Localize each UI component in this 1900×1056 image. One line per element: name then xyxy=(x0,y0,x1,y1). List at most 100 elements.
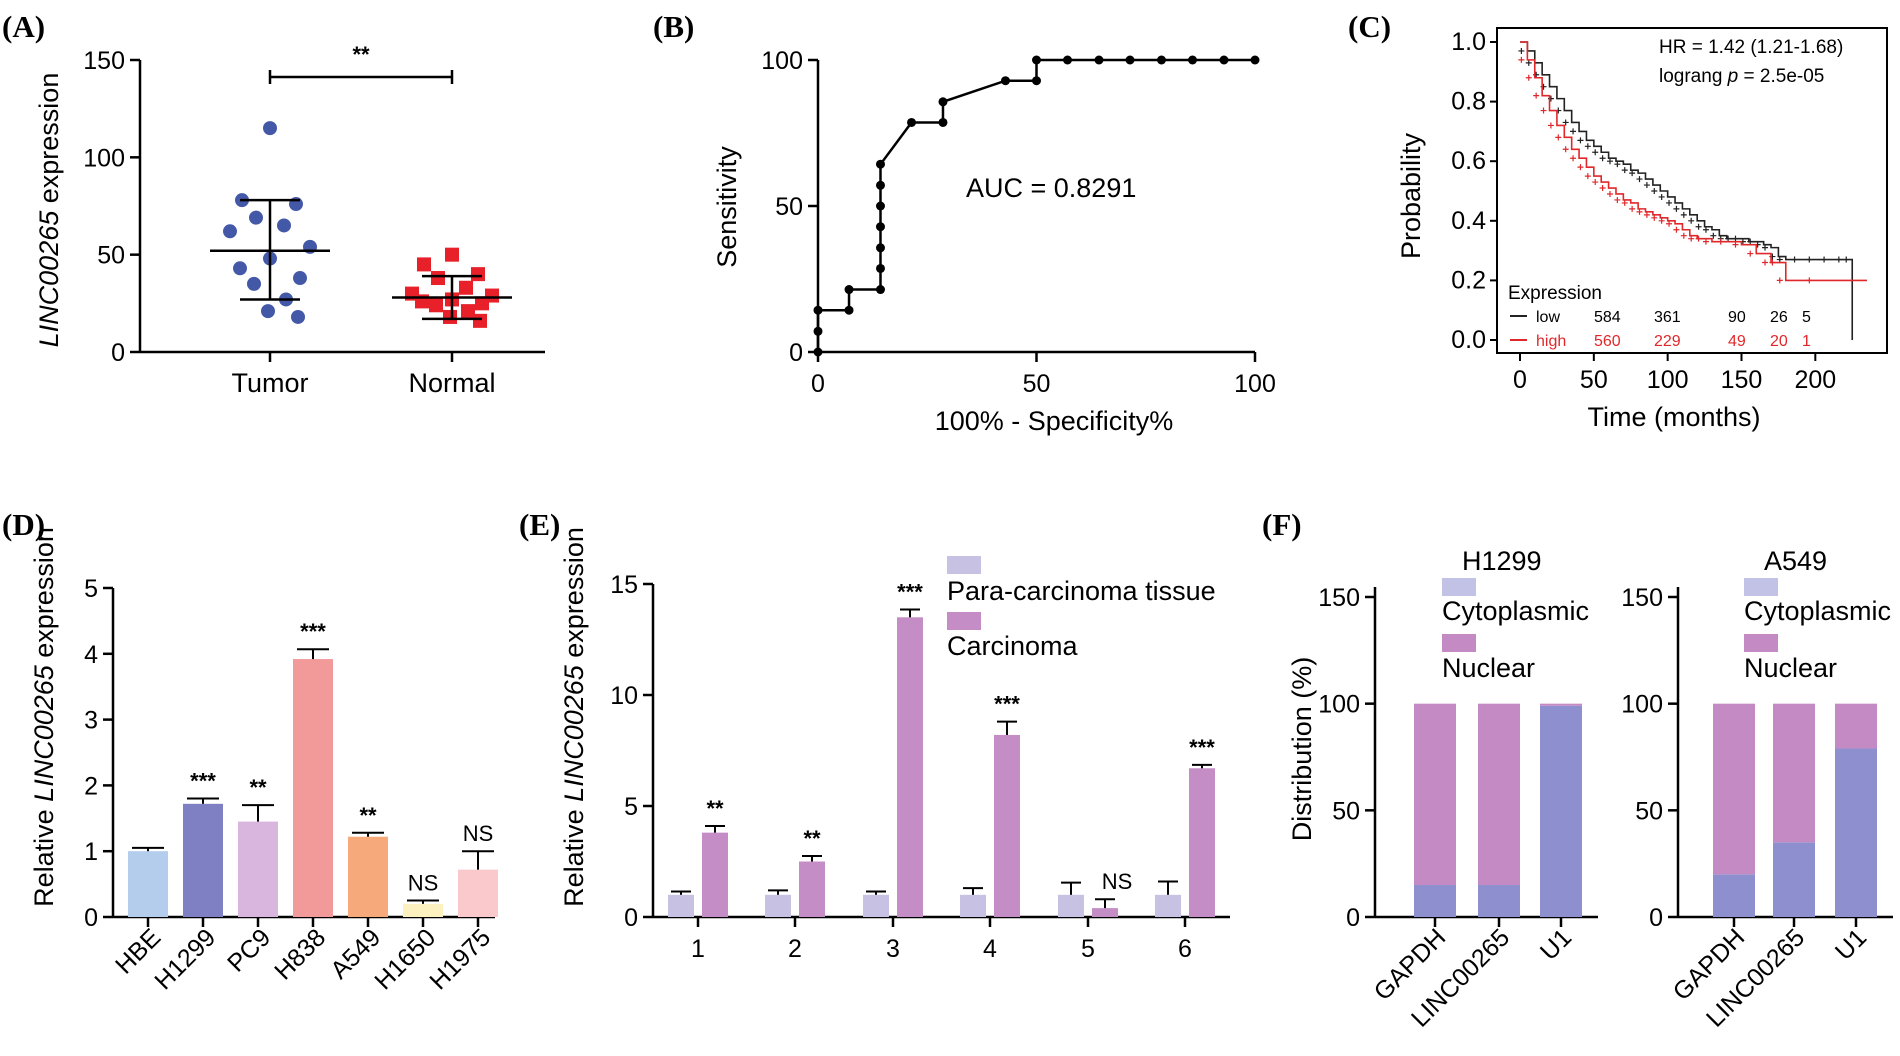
c-ytick-label: 0.8 xyxy=(1451,88,1486,116)
e-sig-label: *** xyxy=(994,692,1020,717)
b-xlabel: 100% - Specificity% xyxy=(935,406,1174,436)
c-censor-mark xyxy=(1636,176,1643,183)
c-censor-mark xyxy=(1747,238,1754,245)
c-xtick-label: 100 xyxy=(1647,366,1689,394)
d-bar xyxy=(293,659,333,917)
d-ytick-label: 2 xyxy=(84,772,98,800)
c-censor-mark xyxy=(1666,199,1673,206)
c-at-risk-high: 49 xyxy=(1728,333,1746,350)
c-ylabel: Probability xyxy=(1396,132,1426,259)
c-xlabel: Time (months) xyxy=(1587,402,1760,432)
a-xtick-label: Tumor xyxy=(231,368,308,398)
panel-f: Distribution (%) 0 50 100 150 H1299 Cytoplasm… xyxy=(1287,546,1893,1033)
f-subplot-a549: 050100150A549CytoplasmicNuclearGAPDHLINC… xyxy=(1621,546,1893,1033)
e-sig-label: *** xyxy=(897,580,923,605)
c-censor-mark xyxy=(1747,250,1754,257)
c-censor-mark xyxy=(1776,256,1783,263)
c-censor-mark xyxy=(1680,211,1687,218)
a-ylabel: LINC00265 expression xyxy=(34,73,64,348)
d-xtick-label: H1650 xyxy=(369,923,441,995)
c-censor-mark xyxy=(1577,164,1584,171)
e-bar-para xyxy=(1155,894,1181,917)
f-bar-cytoplasmic xyxy=(1414,885,1456,917)
c-censor-mark xyxy=(1695,223,1702,230)
f-legend-nuclear-swatch xyxy=(1442,634,1476,652)
c-censor-mark xyxy=(1599,185,1606,192)
a-point-normal xyxy=(461,304,475,319)
b-roc-point xyxy=(875,222,885,232)
a-point-tumor xyxy=(291,309,305,324)
e-bar-para xyxy=(668,894,694,917)
c-hr-text: HR = 1.42 (1.21-1.68) xyxy=(1659,37,1843,58)
c-censor-mark xyxy=(1606,190,1613,197)
c-censor-mark xyxy=(1643,211,1650,218)
d-bar xyxy=(458,869,498,917)
f-bar-nuclear xyxy=(1414,703,1456,885)
b-ytick-label: 100 xyxy=(761,47,803,75)
b-roc-point xyxy=(875,180,885,190)
a-point-normal xyxy=(429,298,443,313)
a-point-tumor xyxy=(223,224,237,239)
panel-label-c: (C) xyxy=(1348,9,1391,44)
b-roc-point xyxy=(938,97,948,107)
c-km-curve-low xyxy=(1520,41,1854,340)
e-sig-label: ** xyxy=(706,796,724,821)
f-bar-nuclear xyxy=(1835,703,1877,749)
e-xtick-label: 4 xyxy=(983,935,997,963)
c-censor-mark xyxy=(1658,193,1665,200)
c-censor-mark xyxy=(1533,92,1540,99)
a-point-normal xyxy=(417,257,431,272)
c-at-risk-high: 20 xyxy=(1770,333,1788,350)
c-censor-mark xyxy=(1725,235,1732,242)
a-point-normal xyxy=(471,267,485,282)
b-ticks: 0 50 100 0 50 100 xyxy=(761,47,1276,398)
e-bar-para xyxy=(960,894,986,917)
c-at-risk-table: 584 361 90 26 5 560 229 49 20 1 xyxy=(1594,309,1811,350)
d-sig-label: NS xyxy=(463,821,494,846)
a-yticks: 0 50 100 150 xyxy=(83,47,140,367)
b-roc-point xyxy=(1156,55,1166,65)
a-ytick-label: 100 xyxy=(83,144,125,172)
c-ytick-label: 0.2 xyxy=(1451,266,1486,294)
e-legend-para: Para-carcinoma tissue xyxy=(947,576,1216,606)
d-ytick-label: 3 xyxy=(84,707,98,735)
a-points xyxy=(210,121,512,328)
e-ylabel: Relative LINC00265 expression xyxy=(559,527,589,907)
f-ytick-label: 0 xyxy=(1649,904,1663,932)
a-point-normal xyxy=(473,313,487,328)
b-roc-point xyxy=(1188,55,1198,65)
c-censor-mark xyxy=(1540,107,1547,114)
c-censor-mark xyxy=(1651,214,1658,221)
c-at-risk-high: 229 xyxy=(1654,333,1681,350)
c-ytick-label: 0.4 xyxy=(1451,207,1486,235)
b-roc-point xyxy=(844,305,854,315)
f-bar-cytoplasmic xyxy=(1540,705,1582,917)
c-censor-mark xyxy=(1577,137,1584,144)
c-censor-mark xyxy=(1821,256,1828,263)
c-censor-mark xyxy=(1695,235,1702,242)
b-roc-point xyxy=(1032,76,1041,86)
a-point-normal xyxy=(431,271,445,286)
f-title-h1299: H1299 xyxy=(1462,546,1542,576)
c-censor-mark xyxy=(1658,217,1665,224)
f-ytick-label: 150 xyxy=(1318,584,1360,612)
b-roc-point xyxy=(813,347,823,357)
c-censor-mark xyxy=(1621,199,1628,206)
c-ytick-label: 0.0 xyxy=(1451,326,1486,354)
a-point-normal xyxy=(475,296,489,311)
c-censor-mark xyxy=(1769,259,1776,266)
c-legend-high: high xyxy=(1536,333,1566,350)
a-ytick-label: 150 xyxy=(83,47,125,75)
panel-b: Sensitivity 100% - Specificity% 0 50 100 0 5… xyxy=(712,47,1276,436)
panel-label-e: (E) xyxy=(519,507,560,542)
f-legend-cyto: Cytoplasmic xyxy=(1442,596,1589,626)
c-censor-mark xyxy=(1636,208,1643,215)
c-censor-mark xyxy=(1570,128,1577,135)
e-ytick-label: 15 xyxy=(610,571,638,599)
c-censor-mark xyxy=(1702,226,1709,233)
c-logrank-text: lograng p = 2.5e-05 xyxy=(1659,66,1824,87)
a-ytick-label: 0 xyxy=(111,339,125,367)
f-subplot-h1299: 050100150H1299CytoplasmicNuclearGAPDHLIN… xyxy=(1318,546,1598,1033)
d-xtick-label: H838 xyxy=(269,923,331,985)
